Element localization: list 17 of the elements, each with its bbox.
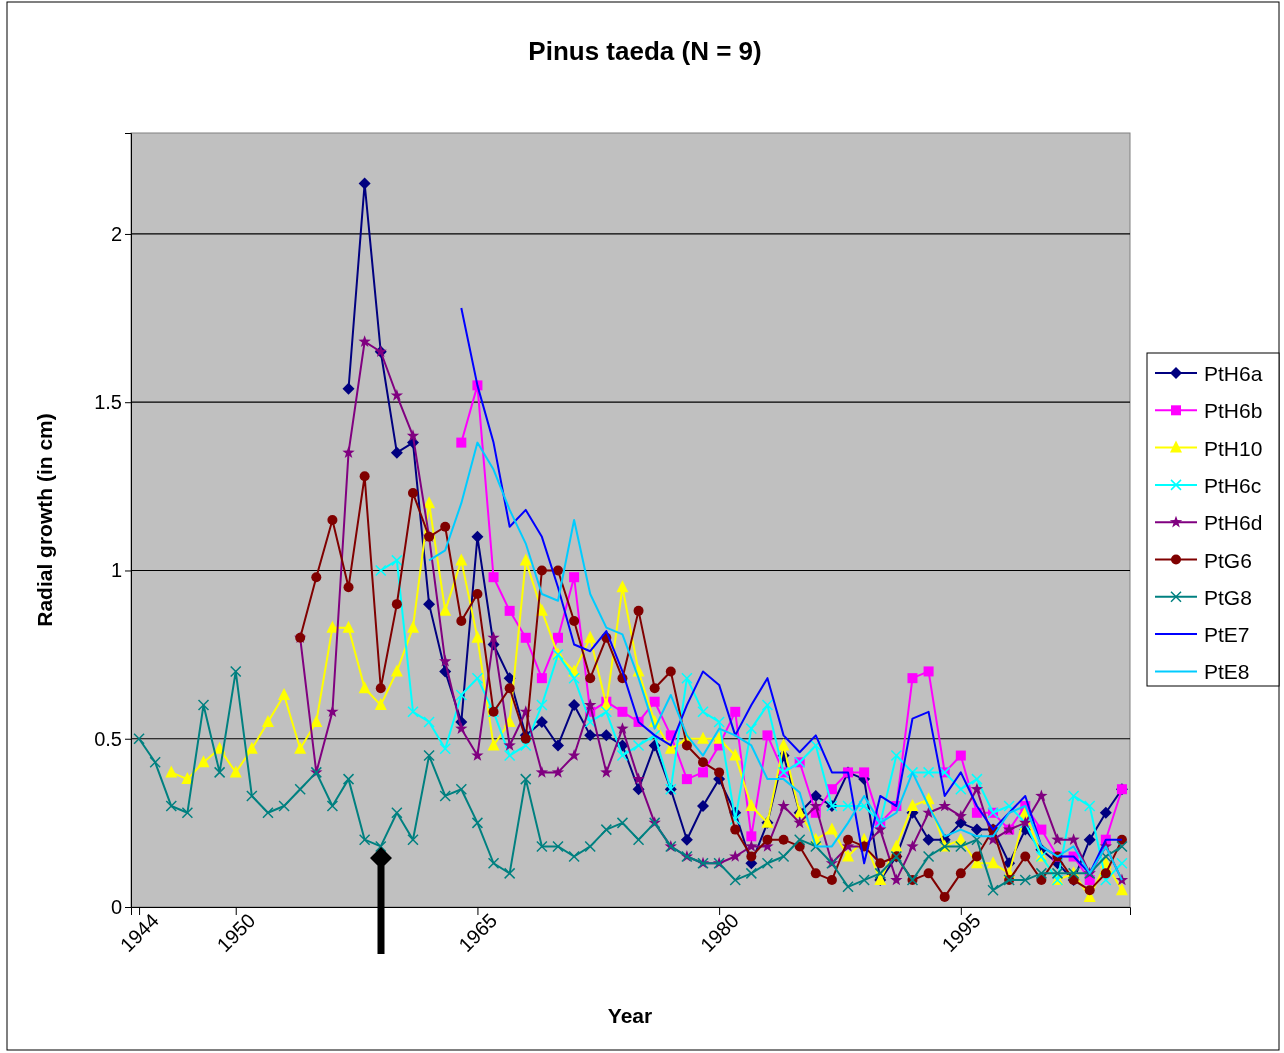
legend-label: PtG8 bbox=[1204, 585, 1252, 609]
legend-label: PtH6c bbox=[1204, 473, 1262, 497]
legend-label: PtE7 bbox=[1204, 623, 1250, 647]
y-tick-label: 1 bbox=[110, 559, 122, 582]
y-tick-label: 0 bbox=[110, 895, 122, 918]
legend-label: PtH6d bbox=[1204, 511, 1263, 535]
y-axis-title: Radial growth (in cm) bbox=[33, 413, 56, 627]
y-tick-label: 0.5 bbox=[94, 727, 122, 750]
legend-label: PtH6b bbox=[1204, 399, 1263, 423]
legend-label: PtH6a bbox=[1204, 362, 1263, 385]
legend-label: PtH10 bbox=[1204, 436, 1263, 460]
y-tick-label: 2 bbox=[110, 222, 122, 245]
chart-title: Pinus taeda (N = 9) bbox=[528, 36, 762, 66]
y-tick-label: 1.5 bbox=[94, 391, 122, 414]
legend-label: PtE8 bbox=[1204, 660, 1250, 684]
x-axis-title: Year bbox=[607, 1004, 653, 1027]
legend-label: PtG6 bbox=[1204, 548, 1252, 572]
